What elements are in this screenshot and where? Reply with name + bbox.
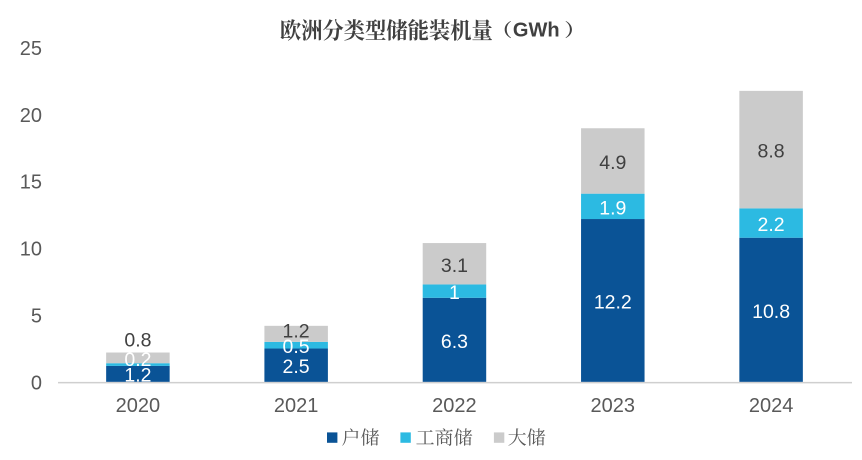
svg-text:2022: 2022 <box>432 395 477 417</box>
svg-text:8.8: 8.8 <box>758 141 785 163</box>
svg-text:25: 25 <box>20 38 42 60</box>
svg-text:4.9: 4.9 <box>599 152 626 174</box>
svg-text:1: 1 <box>449 282 460 304</box>
svg-text:20: 20 <box>20 105 42 127</box>
svg-text:6.3: 6.3 <box>441 331 468 353</box>
svg-text:0.8: 0.8 <box>124 330 151 352</box>
svg-text:2.5: 2.5 <box>283 356 310 378</box>
svg-text:15: 15 <box>20 172 42 194</box>
svg-text:0: 0 <box>31 372 42 394</box>
svg-text:10: 10 <box>20 239 42 261</box>
svg-text:2021: 2021 <box>274 395 319 417</box>
svg-text:1.2: 1.2 <box>283 321 310 343</box>
svg-text:10.8: 10.8 <box>752 301 790 323</box>
svg-text:2020: 2020 <box>116 395 161 417</box>
svg-text:2024: 2024 <box>749 395 794 417</box>
svg-text:0.5: 0.5 <box>283 336 310 358</box>
svg-text:12.2: 12.2 <box>594 292 632 314</box>
svg-text:GWh: GWh <box>513 20 560 42</box>
svg-text:2.2: 2.2 <box>758 214 785 236</box>
svg-text:1.2: 1.2 <box>124 365 151 387</box>
svg-text:0.2: 0.2 <box>124 349 151 371</box>
svg-text:1.9: 1.9 <box>599 197 626 219</box>
svg-text:5: 5 <box>31 306 42 328</box>
svg-text:3.1: 3.1 <box>441 255 468 277</box>
svg-text:2023: 2023 <box>591 395 636 417</box>
